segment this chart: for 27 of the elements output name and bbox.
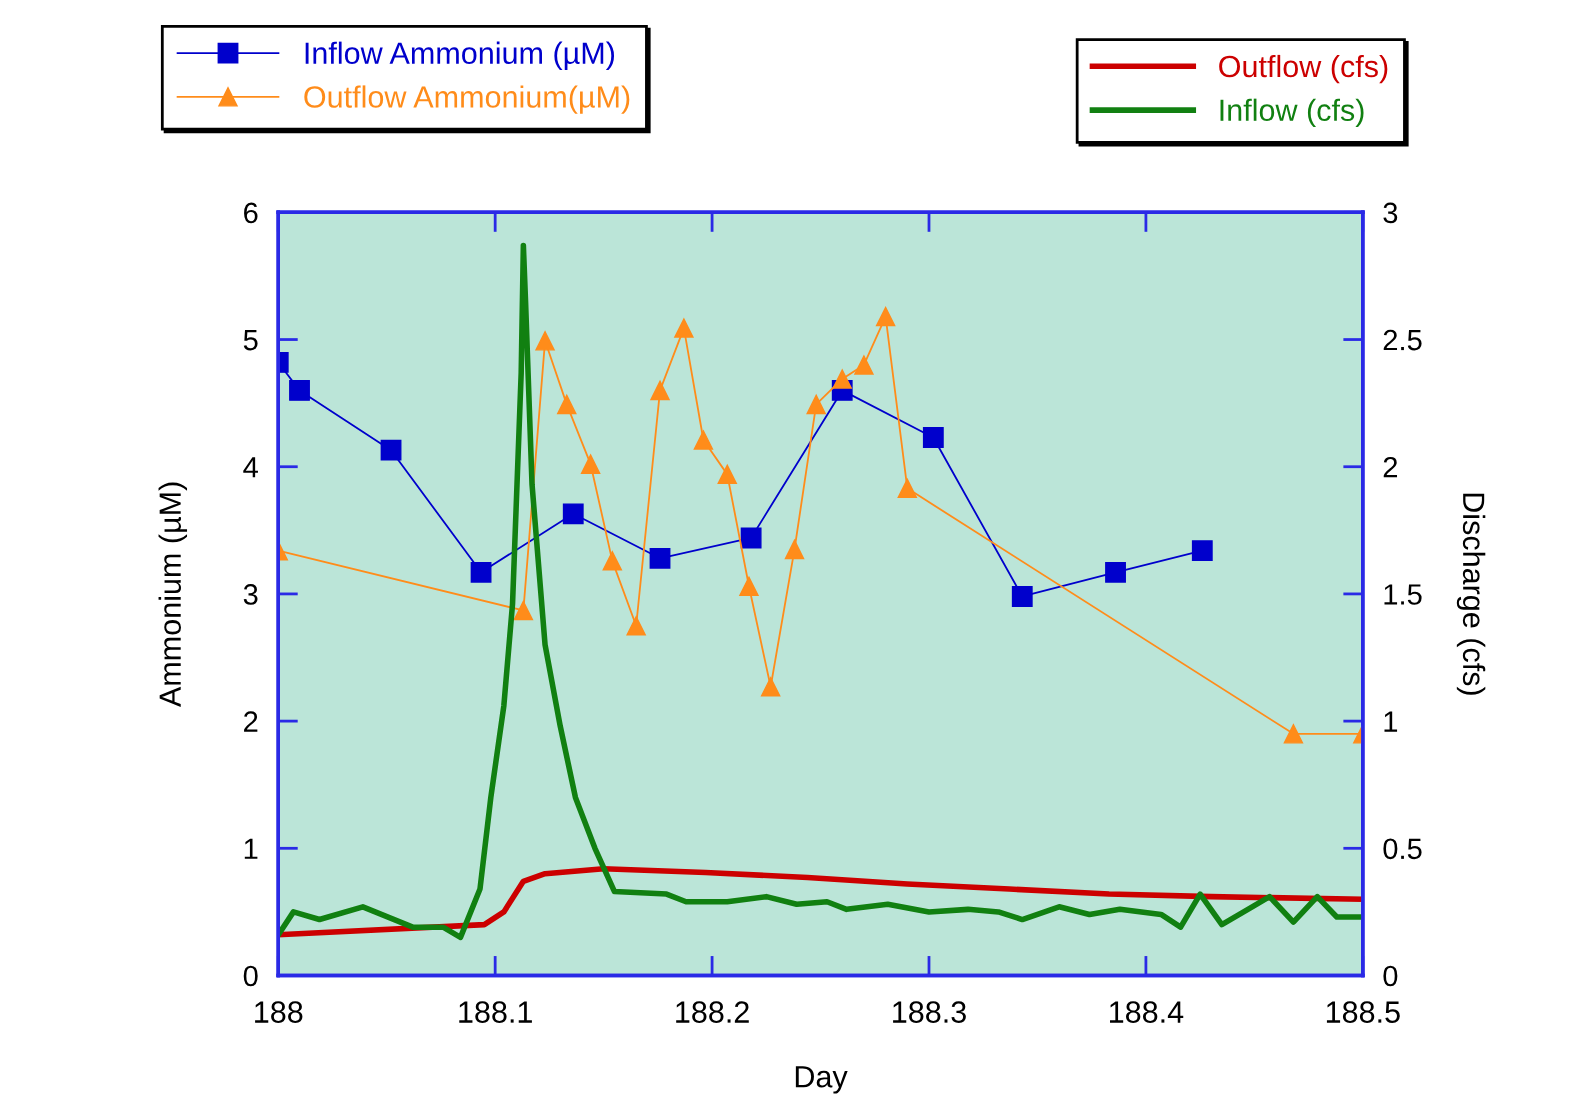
- y-tick-label: 5: [243, 330, 258, 351]
- y2-tick-label: 0: [1383, 965, 1398, 987]
- legend-label: Inflow Ammonium (µM): [305, 41, 615, 71]
- x-tick-label: 188.4: [1110, 1001, 1184, 1023]
- x-tick-label: 188.2: [676, 1001, 749, 1023]
- legend-label: Inflow (cfs): [1220, 98, 1364, 128]
- legend-label: Outflow Ammonium(µM): [304, 85, 630, 114]
- y-tick-label: 3: [243, 584, 258, 605]
- x-tick-label: 188.1: [459, 1001, 532, 1023]
- y2-tick-label: 2.5: [1383, 329, 1422, 351]
- y-tick-label: 0: [243, 965, 258, 987]
- y2-tick-label: 1.5: [1384, 584, 1422, 605]
- y-tick-label: 1: [244, 838, 258, 859]
- y2-tick-label: 3: [1383, 202, 1398, 224]
- y2-tick-label: 2: [1383, 456, 1398, 478]
- y-tick-label: 4: [243, 457, 258, 478]
- y-tick-label: 2: [244, 711, 258, 732]
- y-tick-label: 6: [244, 202, 258, 224]
- legend-label: Outflow (cfs): [1219, 54, 1388, 84]
- x-tick-label: 188.5: [1326, 1001, 1400, 1023]
- x-tick-label: 188.3: [893, 1001, 966, 1023]
- y2-tick-label: 0.5: [1383, 838, 1422, 860]
- x-tick-label: 188: [255, 1001, 303, 1023]
- y2-axis-title: Discharge (cfs): [1456, 493, 1486, 695]
- y2-tick-label: 1: [1384, 711, 1398, 732]
- y-axis-title: Ammonium (µM): [158, 482, 188, 708]
- x-axis-title: Day: [795, 1066, 848, 1094]
